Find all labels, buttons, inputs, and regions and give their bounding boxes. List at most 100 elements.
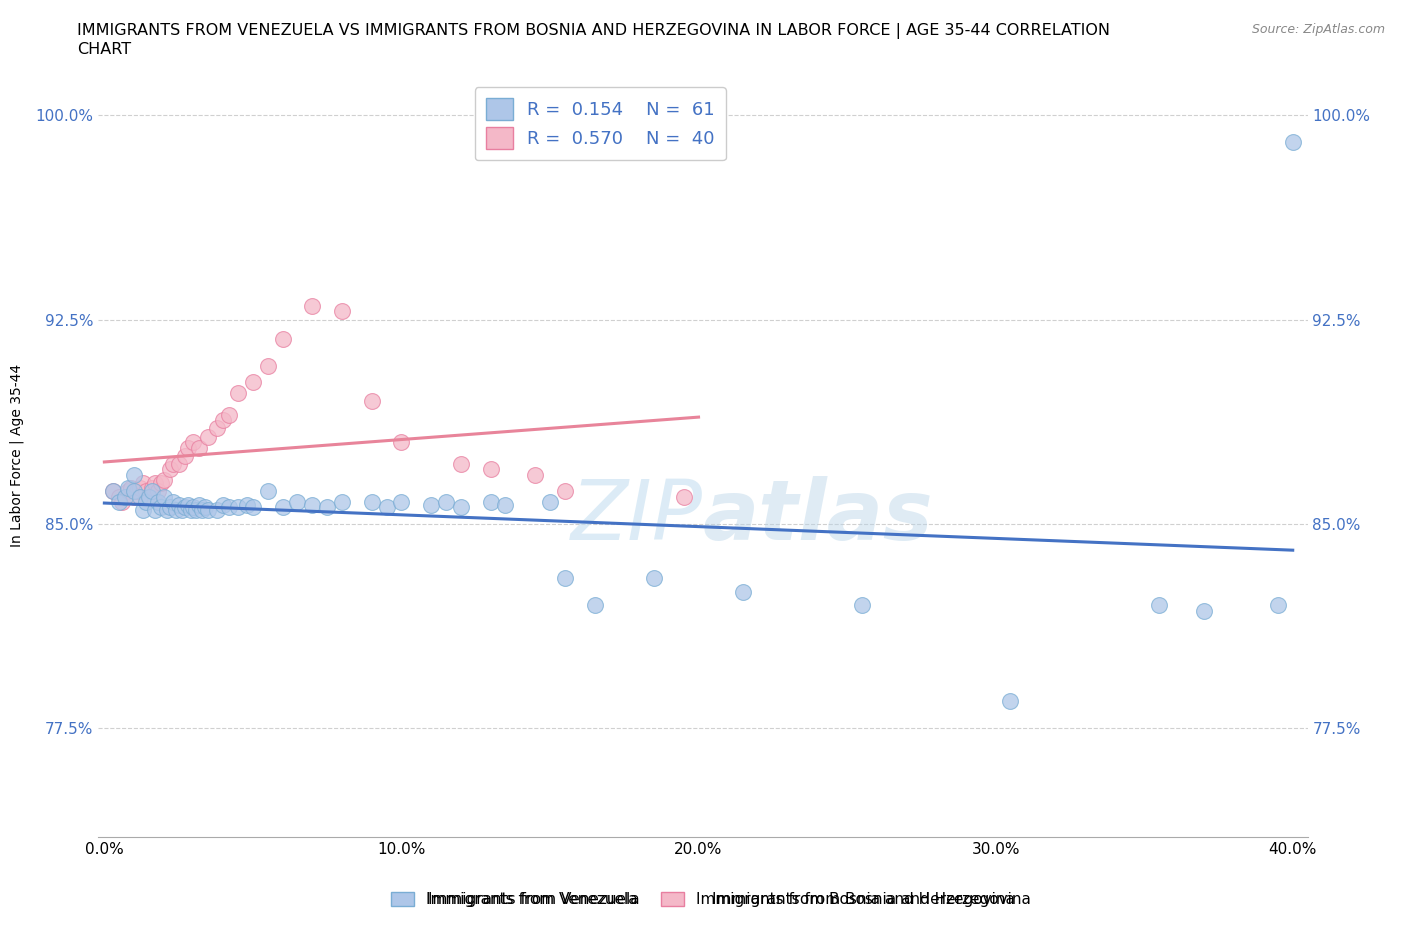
Point xyxy=(176,440,198,455)
Point xyxy=(191,503,214,518)
Point xyxy=(1147,598,1170,613)
Point xyxy=(149,500,172,515)
Point xyxy=(1000,694,1022,709)
Point xyxy=(301,299,323,313)
Point xyxy=(146,495,169,510)
Point xyxy=(159,500,181,515)
Point xyxy=(138,489,160,504)
Point xyxy=(103,484,125,498)
Legend: Immigrants from Venezuela, Immigrants from Bosnia and Herzegovina: Immigrants from Venezuela, Immigrants fr… xyxy=(385,885,1021,913)
Point xyxy=(256,358,278,373)
Point xyxy=(643,571,665,586)
Point xyxy=(420,498,443,512)
Point xyxy=(256,484,278,498)
Point xyxy=(180,503,202,518)
Text: Immigrants from Bosnia and Herzegovina: Immigrants from Bosnia and Herzegovina xyxy=(713,892,1031,907)
Point xyxy=(152,489,174,504)
Point xyxy=(538,495,561,510)
Point xyxy=(301,498,323,512)
Point xyxy=(218,407,240,422)
Point xyxy=(583,598,606,613)
Point xyxy=(111,495,134,510)
Point xyxy=(162,495,184,510)
Point xyxy=(114,489,136,504)
Point xyxy=(156,503,179,518)
Point xyxy=(162,457,184,472)
Point xyxy=(167,457,190,472)
Point xyxy=(672,489,695,504)
Point xyxy=(117,481,139,496)
Point xyxy=(122,489,145,504)
Text: atlas: atlas xyxy=(703,476,934,557)
Point xyxy=(554,571,576,586)
Point xyxy=(194,500,217,515)
Point xyxy=(360,393,382,408)
Point xyxy=(271,500,294,515)
Point xyxy=(242,375,264,390)
Point xyxy=(141,481,163,496)
Point xyxy=(479,495,502,510)
Point xyxy=(108,495,131,510)
Point xyxy=(143,503,166,518)
Point xyxy=(207,503,229,518)
Point xyxy=(554,484,576,498)
Point xyxy=(188,498,211,512)
Point xyxy=(132,503,155,518)
Point xyxy=(851,598,873,613)
Point xyxy=(434,495,457,510)
Point xyxy=(391,495,413,510)
Y-axis label: In Labor Force | Age 35-44: In Labor Force | Age 35-44 xyxy=(10,365,24,547)
Point xyxy=(450,500,472,515)
Text: CHART: CHART xyxy=(77,42,131,57)
Point xyxy=(226,500,249,515)
Point xyxy=(120,481,142,496)
Point xyxy=(494,498,516,512)
Point xyxy=(108,489,131,504)
Point xyxy=(170,503,193,518)
Point xyxy=(103,484,125,498)
Point xyxy=(360,495,382,510)
Point xyxy=(226,386,249,401)
Point xyxy=(183,500,205,515)
Point xyxy=(330,304,353,319)
Point xyxy=(287,495,309,510)
Point xyxy=(122,484,145,498)
Point xyxy=(117,484,139,498)
Point xyxy=(165,503,187,518)
Point xyxy=(212,413,235,428)
Text: ZIP: ZIP xyxy=(571,476,703,557)
Point xyxy=(143,475,166,490)
Point xyxy=(271,331,294,346)
Point xyxy=(1281,135,1303,150)
Point xyxy=(212,498,235,512)
Point xyxy=(149,475,172,490)
Point xyxy=(236,498,259,512)
Legend: R =  0.154    N =  61, R =  0.570    N =  40: R = 0.154 N = 61, R = 0.570 N = 40 xyxy=(475,87,725,160)
Point xyxy=(316,500,339,515)
Point xyxy=(1192,604,1215,618)
Point xyxy=(135,484,157,498)
Point xyxy=(135,495,157,510)
Text: IMMIGRANTS FROM VENEZUELA VS IMMIGRANTS FROM BOSNIA AND HERZEGOVINA IN LABOR FOR: IMMIGRANTS FROM VENEZUELA VS IMMIGRANTS … xyxy=(77,23,1111,39)
Point xyxy=(152,472,174,487)
Point xyxy=(197,430,219,445)
Point xyxy=(173,448,195,463)
Point xyxy=(186,503,208,518)
Point xyxy=(129,489,152,504)
Point xyxy=(733,584,755,599)
Point xyxy=(524,468,547,483)
Point xyxy=(330,495,353,510)
Point xyxy=(197,503,219,518)
Text: Immigrants from Venezuela: Immigrants from Venezuela xyxy=(429,892,640,907)
Point xyxy=(207,421,229,436)
Point xyxy=(132,475,155,490)
Point xyxy=(138,489,160,504)
Point xyxy=(218,500,240,515)
Point xyxy=(159,462,181,477)
Point xyxy=(391,434,413,449)
Text: Source: ZipAtlas.com: Source: ZipAtlas.com xyxy=(1251,23,1385,36)
Point xyxy=(167,498,190,512)
Point xyxy=(183,434,205,449)
Point xyxy=(375,500,398,515)
Point xyxy=(188,440,211,455)
